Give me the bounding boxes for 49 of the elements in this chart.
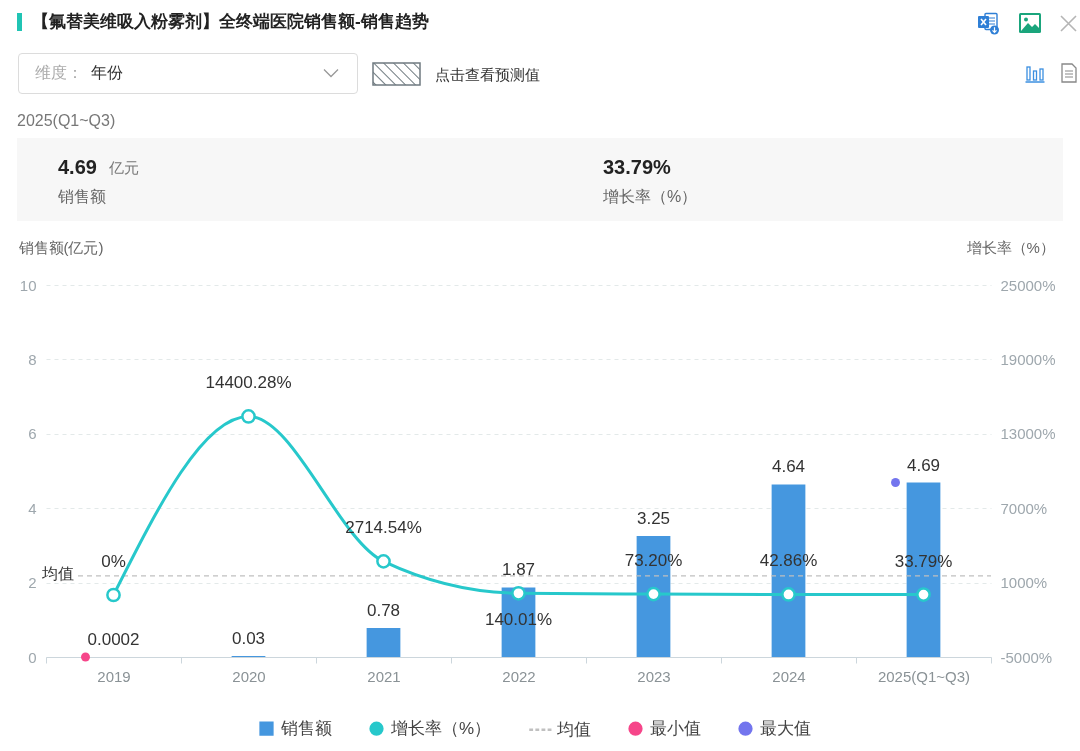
point	[511, 585, 526, 601]
legend-label: 销售额	[280, 718, 332, 738]
y2-tick-label: 25000%	[1000, 276, 1056, 294]
data-label: 0.03	[231, 628, 266, 648]
data-label: 4.69	[906, 455, 941, 475]
point	[781, 587, 796, 602]
y2-tick-label: 19000%	[1000, 350, 1056, 368]
y-tick-label: 0	[28, 648, 37, 666]
y-tick-label: 6	[28, 425, 37, 443]
legend-label: 最小值	[650, 718, 701, 738]
data-label: 0.78	[366, 600, 401, 620]
y-tick-label: 10	[19, 276, 37, 294]
x-tick-label: 2024	[772, 667, 806, 685]
x-tick-label: 2021	[367, 667, 401, 685]
x-tick-label: 2023	[637, 667, 671, 685]
bar	[366, 627, 401, 657]
data-label: 0.0002	[87, 629, 140, 649]
y2-tick-label: 13000%	[1000, 425, 1056, 443]
text: 均值	[557, 719, 591, 739]
legend-label: 增长率（%）	[390, 718, 492, 738]
point	[376, 553, 391, 569]
y2-tick-label: 1000%	[1000, 574, 1048, 592]
data-label: 0%	[101, 552, 126, 571]
legend-label: 最大值	[760, 718, 811, 738]
data-label: 1.87	[501, 560, 536, 580]
x-tick-label: 2020	[232, 667, 266, 685]
ref-line-label: 均值	[41, 564, 74, 582]
y-tick-label: 2	[28, 574, 37, 592]
y-tick-label: 8	[28, 350, 37, 368]
point	[646, 586, 661, 602]
point	[916, 587, 931, 602]
x-tick-label: 2019	[97, 667, 131, 685]
dropdown-field: 维度： 年份	[18, 53, 358, 94]
point	[241, 409, 256, 424]
y2-tick-label: 7000%	[1000, 499, 1048, 517]
y-tick-label: 4	[28, 499, 37, 517]
data-label: 4.64	[771, 457, 806, 477]
text: 2025(Q1~Q3)	[17, 111, 116, 131]
x-tick-label: 2022	[502, 667, 536, 685]
y-axis-title: 销售额(亿元)	[17, 238, 104, 256]
y2-tick-label: -5000%	[1000, 648, 1053, 666]
x-tick-label: 2025(Q1~Q3)	[877, 667, 971, 685]
chart-title: 【氟替美维吸入粉雾剂】全终端医院销售额-销售趋势	[32, 11, 429, 33]
point	[106, 587, 121, 603]
data-label: 14400.28%	[205, 373, 292, 393]
data-label: 3.25	[636, 509, 671, 529]
text: 点击查看预测值	[435, 65, 540, 85]
kpi-panel: 4.69 亿元 销售额 33.79% 增长率（%）	[17, 138, 1063, 221]
y2-axis-title: 增长率（%）	[965, 238, 1055, 256]
